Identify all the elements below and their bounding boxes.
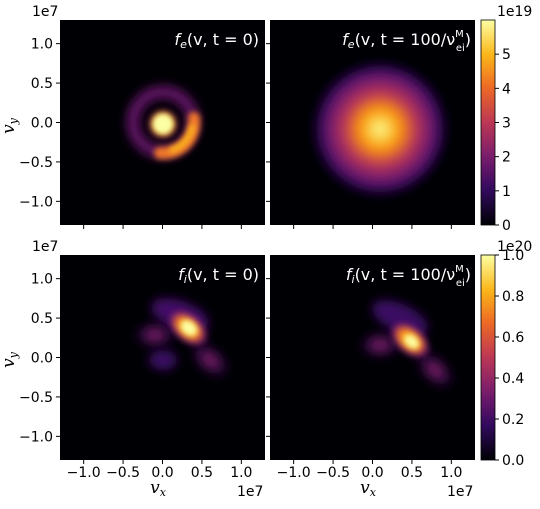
panel-title: fe(v, t = 100/νM ei)	[342, 29, 471, 54]
y-offset-bottom: 1e7	[32, 239, 58, 255]
panel-title: fi(v, t = 0)	[178, 265, 259, 286]
colorbar-tick-label: 0.4	[502, 371, 524, 387]
y-tick-label: 1.0	[31, 37, 53, 53]
heatmap-crescent-peak	[169, 124, 195, 153]
y-tick-label: −0.5	[19, 155, 53, 171]
y-tick-label: −0.5	[19, 390, 53, 406]
x-tick-label: 1.0	[440, 465, 462, 481]
x-axis-label-left: vx	[150, 478, 167, 499]
colorbar-tick-label: 1	[502, 184, 511, 200]
x-offset-left: 1e7	[237, 484, 263, 500]
x-tick-label: 0.0	[151, 465, 173, 481]
x-tick-label: 0.5	[191, 465, 213, 481]
y-tick-label: 0.5	[31, 311, 53, 327]
x-tick-label: −1.0	[277, 465, 311, 481]
y-axis-label-bottom: vy	[0, 351, 20, 368]
x-offset-right: 1e7	[447, 484, 473, 500]
panel-fe-t100: fe(v, t = 100/νM ei)	[270, 20, 475, 225]
heatmap-lobe	[149, 350, 177, 370]
panel-title: fe(v, t = 0)	[174, 30, 259, 51]
x-tick-label: −0.5	[106, 465, 140, 481]
axis-ticks: −1.0 −0.5 0.0 0.5 1.0 −1.0 −0.5 0.0 0.5 1.0 −1.0 −0…	[19, 37, 524, 481]
y-axis-label-top: vy	[0, 117, 20, 134]
colorbar-tick-label: 3	[502, 116, 511, 132]
y-tick-label: −1.0	[19, 429, 53, 445]
panel-title: fi(v, t = 100/νM ei)	[346, 264, 471, 289]
colorbar-offset-electrons: 1e19	[497, 4, 532, 20]
y-tick-label: 0.5	[31, 76, 53, 92]
y-tick-label: 0.0	[31, 116, 53, 132]
y-tick-label: 0.0	[31, 351, 53, 367]
heatmap-peak-core	[405, 335, 419, 349]
colorbar-offset-ions: 1e20	[497, 239, 532, 255]
colorbar-tick-label: 4	[502, 81, 511, 97]
x-tick-label: 1.0	[230, 465, 252, 481]
y-tick-label: −1.0	[19, 194, 53, 210]
colorbar-tick-label: 0.2	[502, 412, 524, 428]
panel-fi-t100: fi(v, t = 100/νM ei)	[270, 255, 475, 460]
heatmap-lobe	[415, 350, 455, 390]
heatmap-blob	[310, 59, 450, 199]
colorbar-tick-label: 5	[502, 47, 511, 63]
colorbar-tick-label: 0	[502, 218, 511, 234]
heatmap-lobe	[189, 341, 231, 379]
y-tick-label: 1.0	[31, 272, 53, 288]
colorbar-electrons	[480, 19, 496, 226]
x-axis-label-right: vx	[360, 478, 377, 499]
colorbar-ions	[480, 254, 496, 461]
heatmap-lobe	[133, 321, 177, 349]
panel-fe-t0: fe(v, t = 0)	[60, 20, 265, 225]
heatmap-peak-core	[181, 320, 197, 336]
colorbar-tick-label: 1.0	[502, 248, 524, 264]
x-tick-label: 0.5	[401, 465, 423, 481]
x-tick-label: 0.0	[361, 465, 383, 481]
colorbar-tick-label: 2	[502, 150, 511, 166]
x-tick-label: −1.0	[67, 465, 101, 481]
colorbar-tick-label: 0.8	[502, 289, 524, 305]
heatmap-core-peak	[154, 115, 172, 133]
colorbar-tick-label: 0.0	[502, 453, 524, 469]
colorbar-tick-label: 0.6	[502, 330, 524, 346]
x-tick-label: −0.5	[316, 465, 350, 481]
y-offset-top: 1e7	[32, 4, 58, 20]
panel-fi-t0: fi(v, t = 0)	[60, 255, 265, 460]
